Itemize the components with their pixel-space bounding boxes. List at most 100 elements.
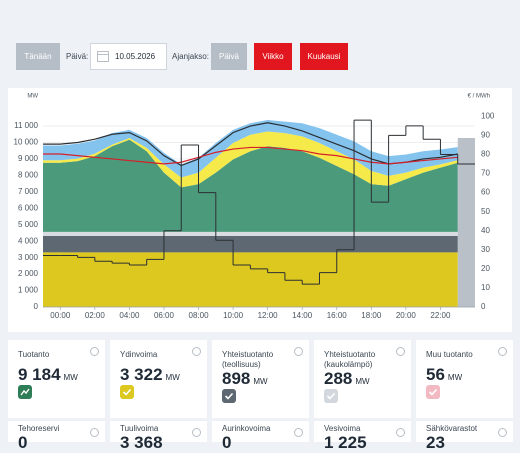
tile-value: 898 MW [222,369,268,389]
y-tick-label: 2 000 [18,269,39,278]
tile: Yhteistuotanto (teollisuus) 898 MW [212,340,309,418]
tile-value: 288 MW [324,369,370,389]
icon [18,385,32,399]
chart: MW € / MWh 0 1 000 2 000 3 000 4 000 5 000 6 0… [14,94,495,321]
y2-tick-label: 80 [481,150,490,159]
x-tick-label: 04:00 [119,311,140,320]
x-tick-label: 06:00 [154,311,175,320]
tile: Sähkövarastot 23 [416,421,513,452]
x-tick-label: 12:00 [258,311,279,320]
value: 288 [324,369,353,388]
tile-label: Ydinvoima [120,350,158,359]
x-tick-label: 18:00 [361,311,382,320]
tile-label: Tuulivoima [120,424,159,433]
info-icon[interactable] [192,428,201,437]
y2-tick-label: 50 [481,207,490,216]
period-button[interactable]: Päivä [211,43,247,70]
icon [120,385,134,399]
value: 3 322 [120,365,163,384]
icon [426,385,440,399]
tile: Vesivoima 1 225 [314,421,411,452]
tile: Muu tuotanto 56 MW [416,340,513,418]
y-tick-label: 10 000 [14,138,39,147]
area [43,231,458,236]
tile: Tuulivoima 3 368 [110,421,207,452]
info-icon[interactable] [396,428,405,437]
x-tick-label: 08:00 [189,311,210,320]
tile-value: 0 [18,433,28,452]
info-icon[interactable] [192,347,201,356]
y-tick-label: 0 [34,302,39,311]
y-tick-label: 9 000 [18,154,39,163]
value: 56 [426,365,445,384]
date-value: 10.05.2026 [115,52,156,61]
value: 9 184 [18,365,61,384]
info-icon[interactable] [90,347,99,356]
unit: MW [355,377,370,386]
x-tick-label: 02:00 [85,311,106,320]
period-button[interactable]: Viikko [254,43,292,70]
tile: Tehoreservi 0 [8,421,105,452]
tile-label: Muu tuotanto [426,350,473,359]
today-button[interactable]: Tänään [16,43,60,70]
tile-value: 3 322 MW [120,365,180,385]
info-icon[interactable] [294,428,303,437]
area [43,252,458,307]
tile: Aurinkovoima 0 [212,421,309,452]
y2-axis-label: € / MWh [468,94,490,100]
y2-tick-label: 70 [481,169,490,178]
area [43,235,458,253]
icon [222,389,236,403]
y-tick-label: 5 000 [18,220,39,229]
y-axis-label: MW [27,94,38,100]
unit: MW [63,373,78,382]
icon [324,389,338,403]
tile-value: 56 MW [426,365,462,385]
info-icon[interactable] [396,347,405,356]
y-tick-label: 6 000 [18,203,39,212]
y2-tick-label: 90 [481,131,490,140]
tile: Ydinvoima 3 322 MW [110,340,207,418]
y-tick-label: 8 000 [18,170,39,179]
tile-label: Yhteistuotanto (kaukolämpö) [324,350,376,369]
y-tick-label: 7 000 [18,187,39,196]
y-tick-label: 3 000 [18,253,39,262]
info-icon[interactable] [498,347,507,356]
x-tick-label: 16:00 [327,311,348,320]
tile: Tuotanto 9 184 MW [8,340,105,418]
date-input[interactable]: 10.05.2026 [90,43,167,70]
y2-tick-label: 0 [481,302,486,311]
unit: MW [447,373,463,382]
y2-tick-label: 40 [481,226,490,235]
date-label: Päivä: [66,52,89,61]
value: 898 [222,369,251,388]
period-button[interactable]: Kuukausi [300,43,348,70]
tile-value: 9 184 MW [18,365,78,385]
y-tick-label: 1 000 [18,286,39,295]
tile-label: Tehoreservi [18,424,60,433]
info-icon[interactable] [90,428,99,437]
x-tick-label: 14:00 [292,311,313,320]
forecast-band [457,138,475,307]
info-icon[interactable] [498,428,507,437]
tile-value: 1 225 [324,433,367,452]
tile: Yhteistuotanto (kaukolämpö) 288 MW [314,340,411,418]
page: { "controls": {"today": "Tänään", "date_… [8,43,513,452]
y-tick-label: 4 000 [18,236,39,245]
x-tick-label: 22:00 [430,311,451,320]
tile-label: Yhteistuotanto (teollisuus) [222,350,274,369]
y-tick-label: 11 000 [14,121,38,130]
area [43,119,458,178]
y2-tick-label: 20 [481,264,490,273]
x-tick-label: 10:00 [223,311,244,320]
y2-tick-label: 100 [481,111,495,120]
x-tick-label: 00:00 [50,311,71,320]
unit: MW [253,377,268,386]
tile-value: 0 [222,433,232,452]
area [43,139,458,232]
x-tick-label: 20:00 [396,311,417,320]
tile-label: Vesivoima [324,424,361,433]
tile-value: 3 368 [120,433,163,452]
tile-label: Aurinkovoima [222,424,271,433]
info-icon[interactable] [294,347,303,356]
